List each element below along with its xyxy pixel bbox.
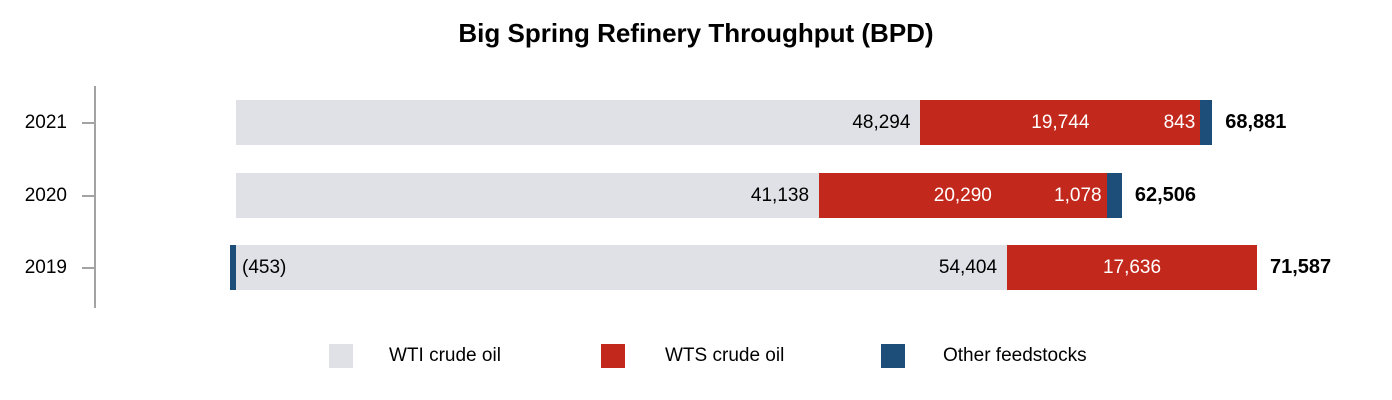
legend-swatch-wti-crude-oil xyxy=(329,344,353,368)
value-label-wts-crude-oil: 19,744 xyxy=(1031,112,1090,133)
total-label-2021: 68,881 xyxy=(1225,111,1287,133)
legend-label-wti-crude-oil: WTI crude oil xyxy=(389,345,501,366)
value-label-other-feedstocks: 843 xyxy=(1163,112,1196,133)
bar-segment-other-feedstocks xyxy=(1200,100,1213,145)
axis-tick xyxy=(82,266,95,269)
value-label-wti-crude-oil: 54,404 xyxy=(938,257,998,278)
bar-segment-other-feedstocks xyxy=(1106,173,1122,218)
year-label-2020: 2020 xyxy=(24,184,67,206)
value-label-wti-crude-oil: 48,294 xyxy=(852,112,911,133)
legend-label-other-feedstocks: Other feedstocks xyxy=(943,345,1087,366)
legend-label-wts-crude-oil: WTS crude oil xyxy=(665,345,785,366)
year-label-2021: 2021 xyxy=(24,111,67,133)
bar-segment-wti-crude-oil xyxy=(236,173,820,218)
value-label-wts-crude-oil: 20,290 xyxy=(933,185,992,206)
legend-swatch-wts-crude-oil xyxy=(601,344,625,368)
value-label-other-feedstocks: 1,078 xyxy=(1054,185,1102,206)
axis-tick xyxy=(82,121,95,124)
bar-segment-wts-crude-oil xyxy=(819,173,1107,218)
value-label-wts-crude-oil: 17,636 xyxy=(1102,257,1162,278)
bar-segment-wti-crude-oil xyxy=(236,245,1008,290)
y-axis-line xyxy=(94,86,96,308)
value-label-other-feedstocks: (453) xyxy=(242,257,287,278)
total-label-2019: 71,587 xyxy=(1270,256,1332,278)
bar-segment-wts-crude-oil xyxy=(920,100,1201,145)
total-label-2020: 62,506 xyxy=(1134,184,1197,206)
legend-swatch-other-feedstocks xyxy=(881,344,905,368)
axis-tick xyxy=(82,194,95,197)
value-label-wti-crude-oil: 41,138 xyxy=(750,185,810,206)
bar-segment-other-feedstocks xyxy=(229,245,236,290)
bar-segment-wts-crude-oil xyxy=(1007,245,1257,290)
chart-title: Big Spring Refinery Throughput (BPD) xyxy=(458,18,934,48)
bar-segment-wti-crude-oil xyxy=(236,100,921,145)
year-label-2019: 2019 xyxy=(24,256,67,278)
